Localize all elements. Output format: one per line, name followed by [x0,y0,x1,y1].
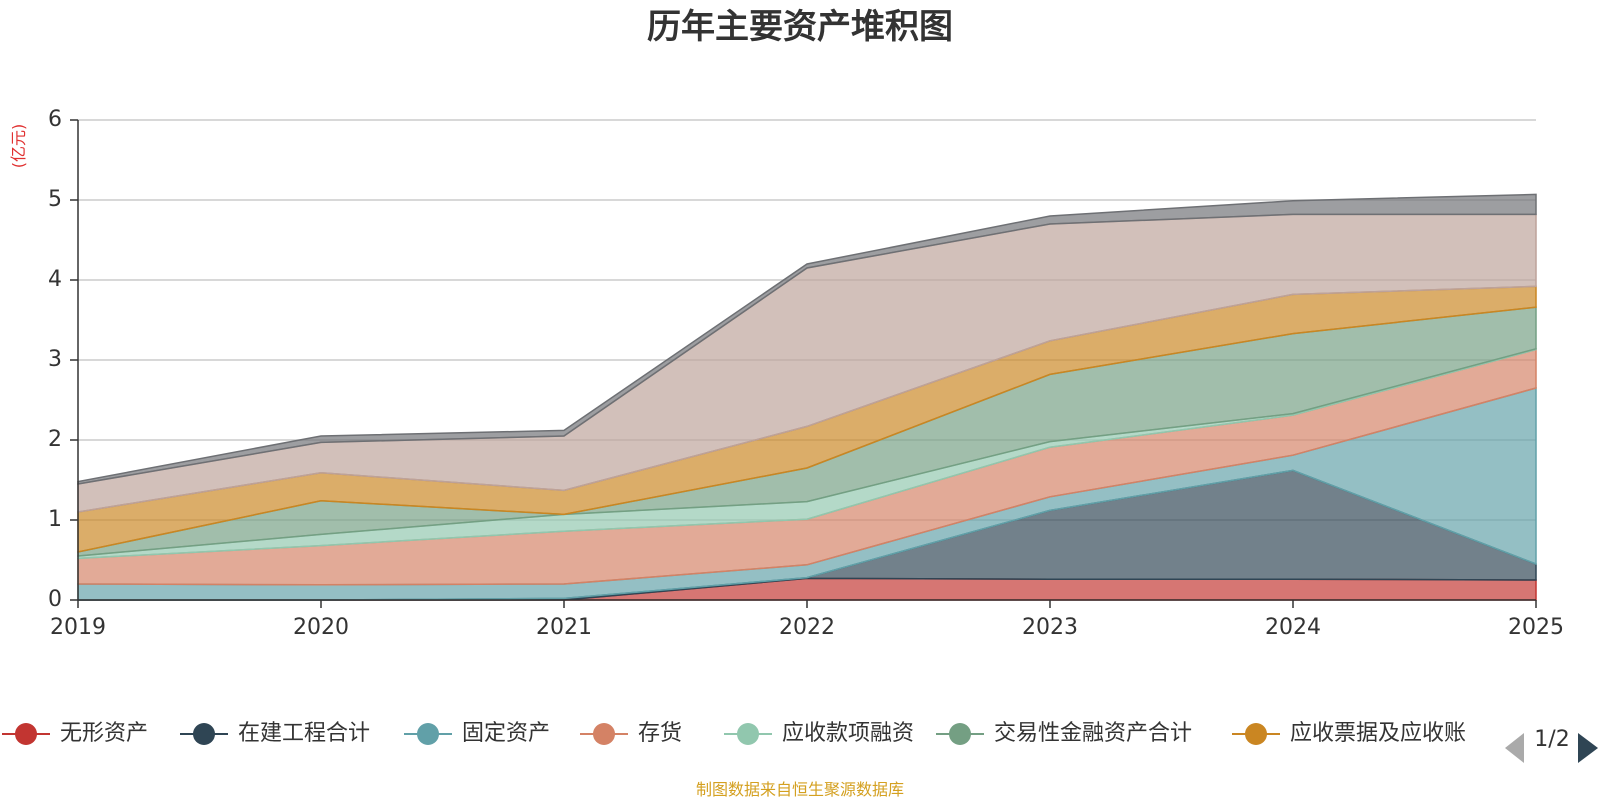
x-tick-label: 2019 [50,615,106,640]
legend-prev-icon[interactable] [1505,733,1524,763]
legend-item[interactable]: 交易性金融资产合计 [936,721,1192,746]
y-tick-label: 3 [48,347,62,372]
legend-next-icon[interactable] [1578,733,1598,763]
chart-title: 历年主要资产堆积图 [647,7,953,47]
y-tick-label: 4 [48,267,62,292]
y-tick-label: 2 [48,427,62,452]
legend-marker-icon [15,723,37,745]
legend-marker-icon [949,723,971,745]
legend-label: 交易性金融资产合计 [994,721,1192,746]
x-tick-label: 2020 [293,615,349,640]
legend-marker-icon [417,723,439,745]
source-note: 制图数据来自恒生聚源数据库 [696,780,904,799]
legend-item[interactable]: 无形资产 [2,721,148,746]
stacked-areas [77,193,1537,601]
y-tick-label: 6 [48,107,62,132]
y-tick-label: 1 [48,507,62,532]
x-tick-label: 2023 [1022,615,1078,640]
legend-pager: 1/2 [1505,727,1598,763]
x-tick-label: 2022 [779,615,835,640]
legend-item[interactable]: 在建工程合计 [180,721,370,746]
legend-item[interactable]: 应收票据及应收账 [1232,721,1466,746]
legend-item[interactable]: 应收款项融资 [724,721,914,746]
area-series [77,193,1537,485]
legend-page-indicator: 1/2 [1534,727,1569,752]
legend-label: 在建工程合计 [238,721,370,746]
legend-marker-icon [593,723,615,745]
y-tick-label: 0 [48,587,62,612]
legend-item[interactable]: 存货 [580,721,682,746]
x-tick-label: 2025 [1508,615,1564,640]
legend-label: 无形资产 [60,721,148,746]
y-axis-unit: (亿元) [9,124,28,169]
legend: 无形资产 在建工程合计 固定资产 存货 应收款项融资 交易性金融资产合计 应收票据及应收账 [2,721,1466,746]
x-tick-label: 2021 [536,615,592,640]
legend-label: 应收票据及应收账 [1290,721,1466,746]
legend-label: 存货 [638,721,682,746]
y-tick-label: 5 [48,187,62,212]
x-tick-label: 2024 [1265,615,1321,640]
legend-label: 固定资产 [462,721,550,746]
legend-label: 应收款项融资 [782,721,914,746]
axes: 0 1 2 3 4 5 6 2019 2020 2021 2022 2023 2024 2025 [48,107,1564,640]
legend-marker-icon [737,723,759,745]
legend-marker-icon [1245,723,1267,745]
legend-item[interactable]: 固定资产 [404,721,550,746]
legend-marker-icon [193,723,215,745]
